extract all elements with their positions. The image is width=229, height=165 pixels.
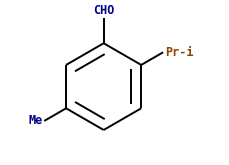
Text: CHO: CHO [93, 4, 114, 17]
Text: Me: Me [28, 115, 42, 127]
Text: Pr-i: Pr-i [165, 46, 194, 59]
